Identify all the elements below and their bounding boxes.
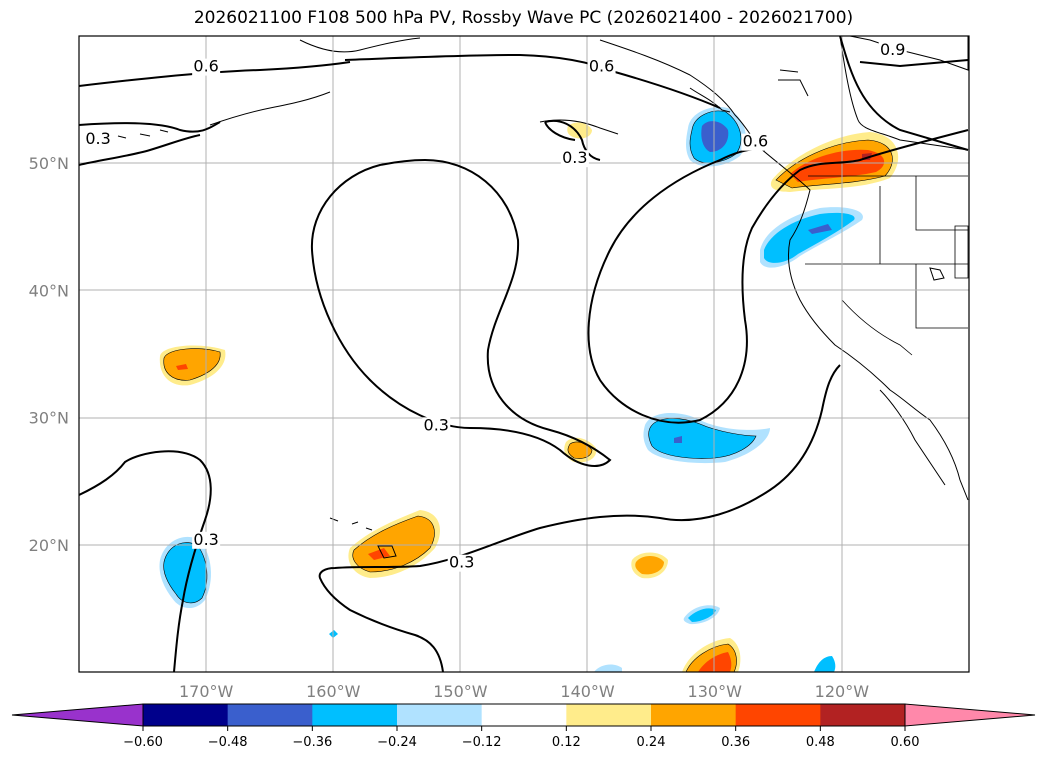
lat-tick-label: 20°N xyxy=(29,536,69,555)
colorbar-segment xyxy=(143,704,229,726)
fill-negative-south2 xyxy=(814,656,836,672)
lon-tick-label: 120°W xyxy=(815,682,870,701)
colorbar-tick-label: −0.12 xyxy=(462,735,502,750)
contour-0.3-south xyxy=(318,364,841,672)
contour-0.3-gulf xyxy=(544,120,601,161)
colorbar-extend-max xyxy=(904,703,1036,727)
lon-tick-label: 160°W xyxy=(306,682,361,701)
fill-negative-south3 xyxy=(594,664,622,672)
fill-negative-south-core xyxy=(688,608,716,622)
colorbar-segment xyxy=(312,704,398,726)
contour-label-bg xyxy=(422,417,451,435)
contour-labels: 0.6 0.6 0.9 0.3 0.3 0.6 0.3 0.3 0.3 xyxy=(84,40,907,572)
fill-positive-northgulf xyxy=(567,122,592,139)
contour-label-bg xyxy=(447,554,476,572)
contour-label: 0.3 xyxy=(562,148,587,167)
fill-positive-subtropic-core xyxy=(567,442,592,459)
contour-0.3-southwest xyxy=(79,450,212,672)
colorbar-tick-label: 0.48 xyxy=(806,735,835,750)
map-frame xyxy=(78,35,970,673)
colorbar-segment xyxy=(651,704,737,726)
lat-tick-label: 40°N xyxy=(29,281,69,300)
fill-positive-south-max xyxy=(698,652,732,672)
political-borders xyxy=(805,175,969,356)
pv-contours xyxy=(79,36,969,672)
contour-label-bg xyxy=(587,58,616,76)
fill-positive-ne-pacific-max xyxy=(790,149,885,182)
lon-tick-label: 130°W xyxy=(688,682,743,701)
fill-negative-west-core xyxy=(163,542,207,603)
fill-positive-dateline-max xyxy=(176,364,188,370)
longitude-labels: 170°W 160°W 150°W 140°W 130°W 120°W xyxy=(179,682,869,701)
gridlines xyxy=(79,36,969,672)
contour-0.3-northwest xyxy=(79,121,221,166)
contour-label: 0.3 xyxy=(449,553,474,572)
contour-0.3-main-trough xyxy=(587,129,969,424)
contour-label-bg xyxy=(84,131,113,149)
lon-tick-label: 150°W xyxy=(433,682,488,701)
lon-tick-label: 140°W xyxy=(560,682,615,701)
fill-negative-oregon-core xyxy=(764,212,855,263)
lon-tick-label: 170°W xyxy=(179,682,234,701)
fill-positive-east-core xyxy=(635,556,664,575)
colorbar-tick-label: −0.24 xyxy=(377,735,417,750)
contour-label: 0.6 xyxy=(589,57,614,76)
fill-negative-midpacific-core xyxy=(648,418,756,459)
fill-positive-hawaii-max xyxy=(368,548,390,560)
colorbar-tick-label: −0.60 xyxy=(123,735,163,750)
contour-label: 0.6 xyxy=(193,57,218,76)
colorbar-segment xyxy=(820,704,906,726)
colorbar-tick-label: 0.24 xyxy=(637,735,666,750)
colorbar-segment xyxy=(735,704,821,726)
colorbar-segment xyxy=(397,704,483,726)
pv-anomaly-fills xyxy=(159,106,899,672)
contour-label: 0.3 xyxy=(85,129,110,148)
lat-tick-label: 50°N xyxy=(29,154,69,173)
colorbar-frame xyxy=(142,703,906,727)
contour-label-bg xyxy=(192,58,221,76)
colorbar-tick-label: −0.48 xyxy=(208,735,248,750)
latitude-labels: 20°N 30°N 40°N 50°N xyxy=(29,154,69,555)
chart-title: 2026021100 F108 500 hPa PV, Rossby Wave … xyxy=(193,8,854,28)
colorbar: −0.60 −0.48 −0.36 −0.24 −0.12 0.12 0.24 0.36 0.4… xyxy=(11,703,1036,750)
contour-0.9 xyxy=(839,36,969,151)
coastlines xyxy=(99,36,969,559)
colorbar-tick-label: 0.36 xyxy=(721,735,750,750)
fill-negative-bc-coast-max xyxy=(701,121,729,152)
fill-negative-oregon-max xyxy=(808,224,832,234)
colorbar-extend-min xyxy=(11,703,144,727)
colorbar-tick-label: 0.60 xyxy=(891,735,920,750)
contour-label: 0.9 xyxy=(880,40,905,59)
colorbar-segment xyxy=(566,704,652,726)
colorbar-segment xyxy=(481,704,567,726)
contour-label: 0.6 xyxy=(743,132,768,151)
contour-label-bg xyxy=(878,42,907,60)
colorbar-tick-label: −0.36 xyxy=(292,735,332,750)
colorbar-tick-label: 0.12 xyxy=(552,735,581,750)
contour-0.6-north xyxy=(79,53,721,109)
contour-label: 0.3 xyxy=(193,530,218,549)
contour-label-bg xyxy=(560,150,589,168)
contour-label: 0.3 xyxy=(424,415,449,434)
anomaly-outlines xyxy=(163,110,893,672)
contour-label-bg xyxy=(741,133,770,151)
colorbar-segment xyxy=(227,704,313,726)
contour-label-bg xyxy=(192,531,221,549)
fill-negative-midpacific-max xyxy=(674,436,682,443)
lat-tick-label: 30°N xyxy=(29,409,69,428)
contour-0.3-ridge xyxy=(310,159,612,467)
